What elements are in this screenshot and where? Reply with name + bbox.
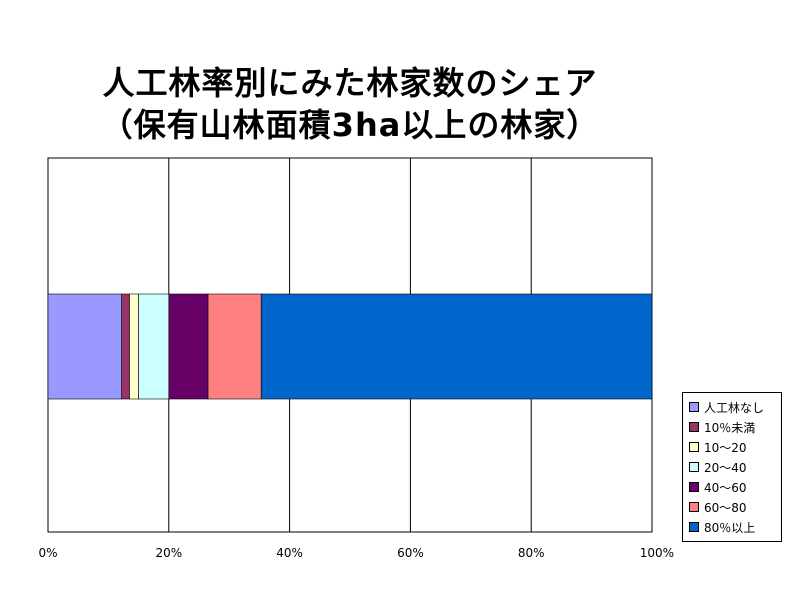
legend-swatch (689, 442, 699, 452)
chart-title-line1: 人工林率別にみた林家数のシェア (102, 64, 598, 102)
legend-label: 40～60 (704, 480, 747, 495)
legend-label: 20～40 (704, 460, 747, 475)
legend-label: 80％以上 (704, 520, 756, 535)
legend-swatch (689, 462, 699, 472)
x-tick-label: 40% (276, 546, 303, 560)
bar-segment-6 (260, 293, 653, 400)
bar-segment-5 (207, 293, 262, 400)
legend-swatch (689, 522, 699, 532)
legend-item: 人工林なし (689, 397, 781, 417)
stacked-bar (47, 293, 653, 400)
legend-item: 60～80 (689, 497, 781, 517)
legend-item: 40～60 (689, 477, 781, 497)
chart-title-line2: （保有山林面積3ha以上の林家） (100, 106, 600, 144)
x-tick-label: 80% (518, 546, 545, 560)
legend-swatch (689, 422, 699, 432)
x-tick-label: 0% (38, 546, 57, 560)
bar-segment-3 (138, 293, 170, 400)
legend-item: 80％以上 (689, 517, 781, 537)
legend-item: 10％未満 (689, 417, 781, 437)
legend-label: 人工林なし (704, 400, 765, 415)
bar-segment-1 (121, 293, 130, 400)
legend-swatch (689, 502, 699, 512)
bar-segment-0 (47, 293, 122, 400)
legend-label: 60～80 (704, 500, 747, 515)
legend-item: 20～40 (689, 457, 781, 477)
bar-segment-2 (129, 293, 139, 400)
legend-swatch (689, 482, 699, 492)
legend-label: 10～20 (704, 440, 747, 455)
x-tick-label: 60% (397, 546, 424, 560)
legend-item: 10～20 (689, 437, 781, 457)
bar-segment-4 (168, 293, 209, 400)
legend-swatch (689, 402, 699, 412)
legend-label: 10％未満 (704, 420, 756, 435)
x-tick-label: 20% (155, 546, 182, 560)
x-tick-label: 100% (640, 546, 674, 560)
x-axis-ticks: 0% 20% 40% 60% 80% 100% (38, 546, 674, 560)
legend: 人工林なし 10％未満 10～20 20～40 40～60 60～80 80％以上 (682, 392, 782, 542)
